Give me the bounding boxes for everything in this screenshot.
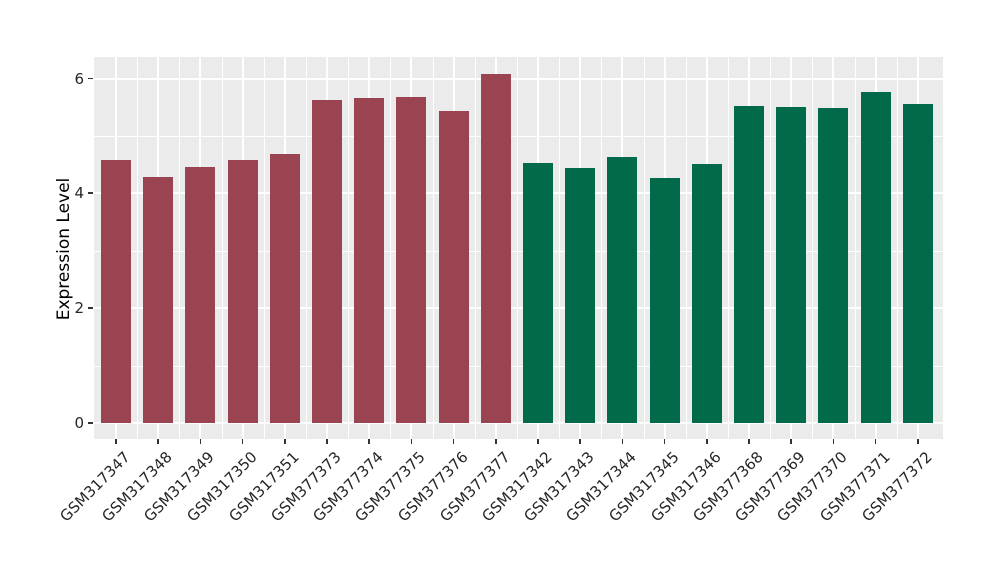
gridline-minor-vertical [685,57,687,439]
gridline-minor-vertical [770,57,772,439]
gridline-minor-vertical [601,57,603,439]
x-tick-mark [326,439,328,444]
bar [227,160,258,423]
bar [902,104,933,423]
x-tick-mark [790,439,792,444]
bar [649,177,680,423]
gridline-major-horizontal [94,192,943,195]
gridline-minor-vertical [305,57,307,439]
gridline-minor-vertical [221,57,223,439]
bar [101,159,131,423]
x-tick-mark [706,439,708,444]
y-tick-mark [88,307,93,309]
x-tick-mark [115,439,117,444]
plot-panel [94,57,943,439]
bar [565,167,596,423]
gridline-major-horizontal [94,307,943,310]
y-axis-title: Expression Level [54,177,74,321]
gridline-minor-vertical [137,57,139,439]
bar [776,107,807,423]
x-tick-mark [917,439,919,444]
gridline-minor-horizontal [94,250,943,252]
gridline-minor-vertical [812,57,814,439]
x-tick-mark [874,439,877,444]
y-tick-mark [88,192,93,194]
x-tick-mark [832,439,835,444]
bar [269,153,300,423]
x-tick-mark [368,439,370,444]
bar [860,91,891,423]
gridline-minor-vertical [643,57,645,439]
gridline-minor-vertical [263,57,265,439]
gridline-major-horizontal [94,77,943,80]
y-tick-label: 2 [74,299,84,318]
x-tick-mark [284,439,286,444]
gridline-minor-horizontal [94,136,943,137]
bar [818,108,849,423]
gridline-minor-vertical [516,57,518,439]
x-tick-mark [579,439,581,444]
x-tick-mark [537,439,539,444]
y-tick-mark [88,77,93,80]
x-tick-mark [452,439,455,444]
x-tick-mark [748,439,750,444]
y-tick-mark [88,422,93,424]
gridline-minor-vertical [896,57,898,439]
gridline-minor-horizontal [94,365,943,367]
x-tick-mark [241,439,244,444]
x-tick-mark [410,439,413,444]
gridline-minor-vertical [179,57,181,439]
x-tick-mark [495,439,497,444]
gridline-minor-vertical [559,57,561,439]
x-tick-mark [621,439,624,444]
gridline-minor-vertical [432,57,434,439]
bar [607,156,638,423]
gridline-minor-vertical [727,57,729,439]
gridline-minor-vertical [854,57,856,439]
bar [523,162,553,423]
y-tick-label: 0 [74,414,84,432]
bar [480,74,511,423]
gridline-major-horizontal [94,422,943,424]
bar [143,176,174,423]
bar [734,106,764,423]
bar [691,164,722,423]
gridline-minor-vertical [390,57,392,439]
bar [396,96,427,423]
y-tick-label: 4 [74,184,84,203]
x-tick-mark [663,439,666,444]
x-tick-mark [157,439,159,444]
bar [438,110,469,423]
gridline-minor-vertical [348,57,350,439]
gridline-minor-vertical [474,57,476,439]
bar [312,100,342,423]
y-tick-label: 6 [74,69,84,88]
bar [185,166,216,423]
bar [354,98,385,423]
x-tick-mark [199,439,202,444]
